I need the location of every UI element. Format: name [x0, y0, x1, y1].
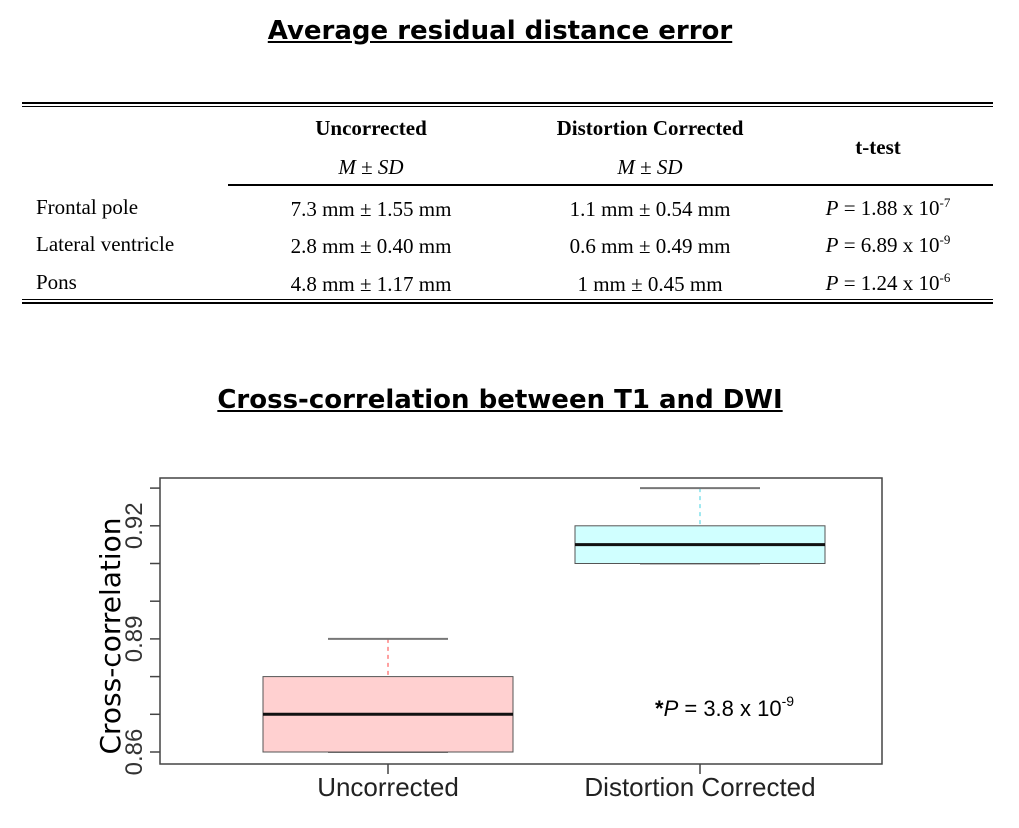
row-label: Lateral ventricle: [36, 232, 175, 256]
table-top-rule-2: [22, 106, 993, 107]
uncorrected-value: 7.3 mm ± 1.55 mm: [290, 197, 452, 221]
table-bottom-rule: [22, 299, 993, 300]
table-top-rule: [22, 102, 993, 104]
x-tick-label: Distortion Corrected: [584, 772, 815, 802]
table-title: Average residual distance error: [267, 16, 733, 46]
corrected-value: 1.1 mm ± 0.54 mm: [569, 197, 731, 221]
p-value: P = 1.88 x 10-7: [825, 195, 951, 220]
row-label: Pons: [36, 270, 77, 294]
box-distortion-corrected: [574, 487, 826, 565]
header-t-test: t-test: [855, 135, 901, 159]
p-value-annotation: *P = 3.8 x 10-9: [655, 693, 794, 721]
y-tick-label: 0.89: [121, 616, 148, 663]
header-rule: [228, 184, 993, 186]
header-distortion-corrected: Distortion Corrected: [556, 116, 744, 140]
box-uncorrected: [262, 637, 514, 753]
subheader-uncorrected: M ± SD: [338, 155, 404, 179]
y-tick-label: 0.92: [121, 502, 148, 549]
row-label: Frontal pole: [36, 195, 139, 219]
header-uncorrected: Uncorrected: [315, 116, 427, 140]
x-tick-label: Uncorrected: [317, 772, 459, 802]
uncorrected-value: 4.8 mm ± 1.17 mm: [290, 272, 452, 296]
y-axis-label: Cross-correlation: [94, 517, 127, 754]
p-value: P = 6.89 x 10-9: [825, 232, 951, 257]
chart-title: Cross-correlation between T1 and DWI: [217, 385, 783, 415]
plot-frame: [159, 477, 883, 765]
p-value: P = 1.24 x 10-6: [825, 270, 951, 295]
table-bottom-rule-2: [22, 302, 993, 304]
uncorrected-value: 2.8 mm ± 0.40 mm: [290, 234, 452, 258]
corrected-value: 1 mm ± 0.45 mm: [577, 272, 723, 296]
subheader-distortion-corrected: M ± SD: [617, 155, 683, 179]
corrected-value: 0.6 mm ± 0.49 mm: [569, 234, 731, 258]
y-tick-label: 0.86: [121, 729, 148, 776]
